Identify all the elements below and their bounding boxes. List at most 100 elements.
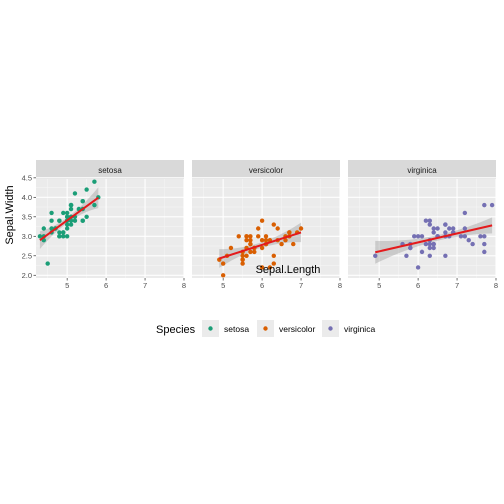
data-point xyxy=(61,234,66,239)
data-point xyxy=(259,237,265,243)
data-point xyxy=(68,202,74,208)
data-point xyxy=(287,230,292,235)
data-point xyxy=(240,257,245,262)
data-point xyxy=(279,241,284,247)
data-point xyxy=(57,218,62,223)
y-axis: 2.0 2.5 3.0 3.5 4.0 4.5 xyxy=(22,174,36,280)
x-tick-label: 8 xyxy=(338,281,342,290)
facet-panel-versicolor: versicolor 5 6 7 8 xyxy=(192,160,342,290)
data-point xyxy=(240,253,245,258)
x-tick-label: 6 xyxy=(104,281,108,290)
facet-panel-setosa: setosa 5 6 7 8 xyxy=(36,160,186,290)
data-point xyxy=(482,241,487,247)
data-point xyxy=(84,187,89,192)
data-point xyxy=(244,253,249,258)
legend-label: versicolor xyxy=(279,324,316,334)
panel-background xyxy=(192,179,340,278)
data-point xyxy=(263,237,269,243)
regression-line xyxy=(375,224,493,254)
data-point xyxy=(373,253,378,258)
data-point xyxy=(291,241,296,247)
data-point xyxy=(450,226,456,231)
data-point xyxy=(443,230,448,235)
data-point xyxy=(443,222,448,227)
x-tick-label: 7 xyxy=(143,281,147,290)
data-point xyxy=(427,253,432,258)
data-point xyxy=(431,241,436,247)
data-point xyxy=(478,234,483,239)
y-tick-label: 4.0 xyxy=(22,193,32,202)
data-point xyxy=(84,214,89,220)
data-point xyxy=(220,273,226,278)
data-point xyxy=(462,210,468,216)
data-point xyxy=(92,202,97,208)
regression-line xyxy=(218,231,302,260)
data-point xyxy=(248,241,253,247)
data-point xyxy=(61,230,66,235)
facet-strip xyxy=(36,160,184,179)
legend-label: setosa xyxy=(224,324,249,334)
y-tick-label: 2.0 xyxy=(22,271,32,280)
legend-title: Species xyxy=(156,324,196,336)
data-point xyxy=(68,222,74,227)
facet-panels: setosa 5 6 7 8 versicolor 5 6 7 8 virginica 5 6 7 8 xyxy=(36,160,498,290)
x-tick-label: 5 xyxy=(65,281,69,290)
x-tick-label: 7 xyxy=(299,281,303,290)
data-point xyxy=(482,249,487,255)
data-point xyxy=(489,202,495,208)
data-point xyxy=(427,222,432,227)
data-point xyxy=(271,222,276,227)
data-point xyxy=(447,226,452,231)
data-point xyxy=(49,218,54,223)
data-point xyxy=(435,226,440,231)
data-point xyxy=(462,226,468,231)
data-point xyxy=(470,241,475,247)
data-point xyxy=(408,245,413,251)
y-tick-label: 4.5 xyxy=(22,174,32,183)
data-point xyxy=(248,237,253,243)
data-point xyxy=(244,234,249,239)
data-point xyxy=(271,253,276,258)
data-point xyxy=(41,226,46,231)
data-point xyxy=(57,234,62,239)
x-tick-label: 8 xyxy=(182,281,186,290)
legend-swatch xyxy=(328,326,333,331)
data-point xyxy=(423,241,429,247)
data-point xyxy=(72,218,78,223)
data-point xyxy=(80,199,85,204)
data-point xyxy=(415,265,421,270)
data-point xyxy=(72,191,78,196)
data-point xyxy=(443,253,448,258)
data-point xyxy=(466,237,471,243)
data-point xyxy=(248,249,253,255)
data-point xyxy=(240,261,245,266)
data-point xyxy=(298,226,304,231)
data-point xyxy=(275,226,280,231)
x-tick-label: 8 xyxy=(494,281,498,290)
data-point xyxy=(256,234,261,239)
data-point xyxy=(431,226,436,231)
data-point xyxy=(64,226,70,231)
data-point xyxy=(283,237,288,243)
facet-strip xyxy=(348,160,496,179)
facet-strip-label: virginica xyxy=(407,166,437,175)
data-point xyxy=(267,265,273,270)
legend-item-virginica: virginica xyxy=(322,320,375,337)
data-point xyxy=(64,210,70,216)
data-point xyxy=(64,222,70,227)
data-point xyxy=(412,234,417,239)
data-point xyxy=(427,241,432,247)
data-point xyxy=(259,218,265,223)
x-tick-label: 6 xyxy=(416,281,420,290)
data-point xyxy=(228,245,234,251)
legend-swatch xyxy=(208,326,213,331)
data-point xyxy=(248,234,253,239)
facet-panel-virginica: virginica 5 6 7 8 xyxy=(348,160,498,290)
data-point xyxy=(259,245,265,251)
x-tick-label: 5 xyxy=(377,281,381,290)
data-point xyxy=(423,218,429,223)
data-point xyxy=(404,253,409,258)
x-tick-label: 7 xyxy=(455,281,459,290)
data-point xyxy=(415,234,421,239)
